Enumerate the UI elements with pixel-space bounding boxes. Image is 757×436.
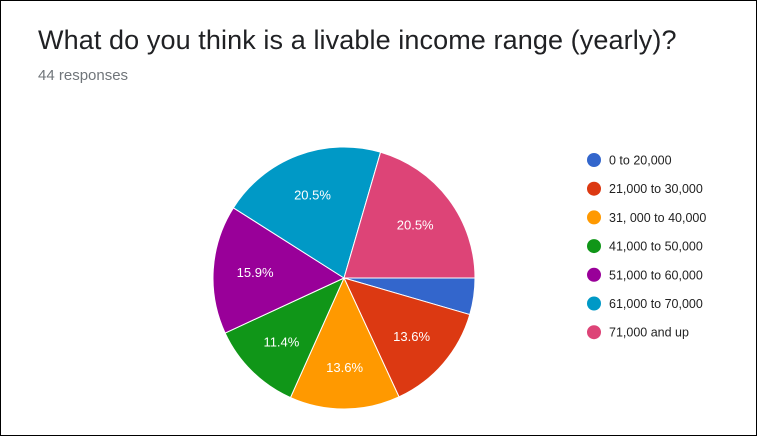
- legend-swatch: [587, 210, 601, 225]
- legend-label: 41,000 to 50,000: [609, 240, 703, 254]
- pie-slice[interactable]: [212, 207, 346, 334]
- pie-slice[interactable]: [232, 146, 382, 279]
- pie-value-labels: 13.6% 13.6% 11.4% 15.9% 20.5% 20.5%: [237, 188, 434, 375]
- legend-label: 51,000 to 60,000: [609, 268, 703, 282]
- slice-value-label: 11.4%: [263, 334, 299, 349]
- slice-value-label: 20.5%: [294, 188, 331, 203]
- legend-swatch: [587, 296, 601, 311]
- legend-label: 71,000 and up: [609, 326, 689, 340]
- legend-label: 21,000 to 30,000: [609, 182, 703, 196]
- question-title: What do you think is a livable income ra…: [38, 25, 677, 55]
- pie-slice[interactable]: [289, 276, 400, 410]
- response-count: 44 responses: [38, 67, 129, 84]
- legend-label: 0 to 20,000: [609, 154, 672, 168]
- legend-label: 61,000 to 70,000: [609, 297, 703, 311]
- legend-swatch: [587, 325, 601, 340]
- pie-slice[interactable]: [343, 277, 471, 398]
- slice-value-label: 13.6%: [326, 360, 363, 375]
- legend-swatch: [587, 239, 601, 254]
- slice-value-label: 15.9%: [237, 265, 274, 280]
- pie-slices: [212, 146, 476, 410]
- legend-swatch: [587, 267, 601, 282]
- chart-legend: 0 to 20,000 21,000 to 30,000 31, 000 to 40…: [587, 153, 706, 340]
- legend-swatch: [587, 153, 601, 167]
- pie-slice[interactable]: [224, 276, 346, 399]
- legend-label: 31, 000 to 40,000: [609, 211, 706, 225]
- pie-slice[interactable]: [343, 151, 476, 279]
- slice-value-label: 20.5%: [397, 218, 434, 233]
- legend-swatch: [587, 181, 601, 196]
- slice-value-label: 13.6%: [393, 329, 430, 344]
